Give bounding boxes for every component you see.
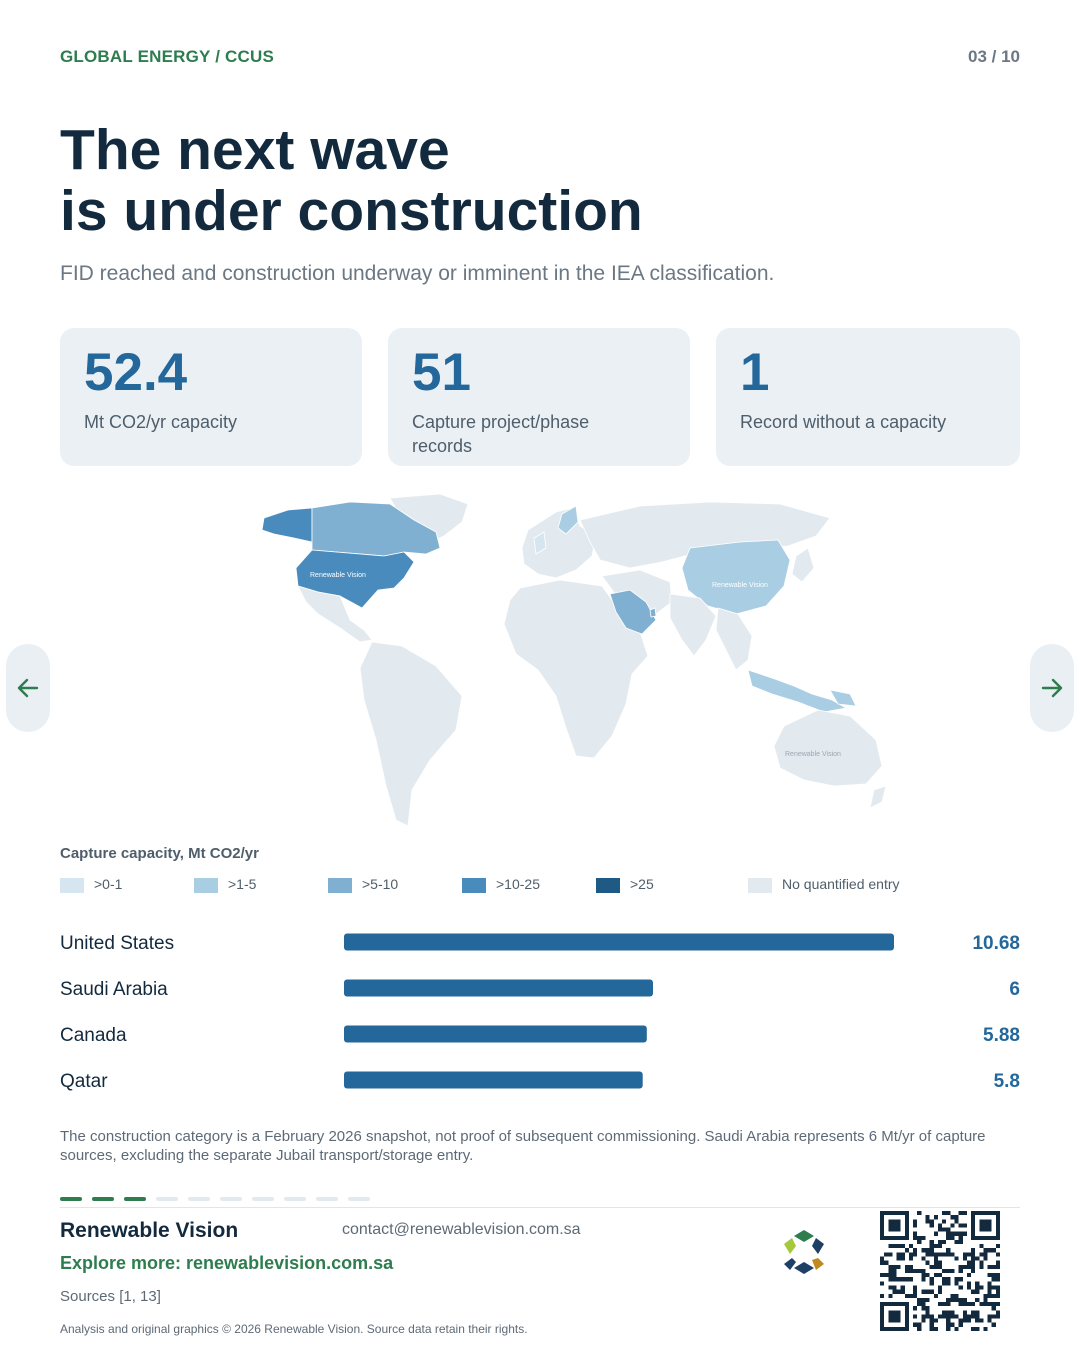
bar — [344, 979, 653, 997]
map-new-zealand — [869, 785, 887, 809]
legend-swatch — [748, 878, 772, 893]
footer-divider — [60, 1207, 1020, 1208]
bar-value-label: 6 — [1009, 979, 1020, 1000]
bar-value-label: 5.8 — [994, 1071, 1020, 1092]
map-alaska — [261, 507, 313, 543]
legend-swatch — [462, 878, 486, 893]
stat-label: Record without a capacity — [740, 412, 947, 432]
previous-slide-button[interactable] — [6, 644, 50, 732]
legend-label: No quantified entry — [782, 876, 900, 892]
map-southeast-asia — [715, 607, 753, 671]
bar — [344, 933, 894, 951]
map-australia — [773, 709, 883, 787]
map-europe — [521, 507, 597, 579]
renewable-vision-logo-icon — [784, 1230, 824, 1274]
map-norway — [557, 505, 579, 535]
qr-code[interactable] — [880, 1211, 1000, 1331]
map-watermark-oceania: Renewable Vision — [785, 751, 841, 758]
world-choropleth-map: Renewable Vision Renewable Vision Renewa… — [261, 493, 887, 827]
title-line-1: The next wave — [60, 118, 450, 182]
legend-label: >5-10 — [362, 876, 399, 892]
progress-dot — [124, 1197, 146, 1201]
page-subtitle: FID reached and construction underway or… — [60, 262, 775, 285]
map-qatar — [649, 607, 657, 618]
progress-dot — [156, 1197, 178, 1201]
map-indonesia — [747, 669, 848, 713]
map-uk — [533, 531, 547, 555]
bar-category-label: Saudi Arabia — [60, 979, 168, 1000]
progress-dot — [220, 1197, 242, 1201]
bar-category-label: Canada — [60, 1025, 127, 1046]
bar-value-label: 5.88 — [983, 1025, 1020, 1046]
progress-dot — [252, 1197, 274, 1201]
section-kicker: GLOBAL ENERGY / CCUS — [60, 47, 275, 66]
page-title: The next wave is under construction — [60, 120, 643, 242]
map-south-america — [359, 641, 463, 827]
footer-brand: Renewable Vision — [60, 1219, 239, 1242]
arrow-left-icon — [17, 678, 39, 698]
legend-label: >0-1 — [94, 876, 123, 892]
legend-title: Capture capacity, Mt CO2/yr — [60, 845, 259, 862]
stat-value: 52.4 — [84, 343, 188, 402]
legend-label: >1-5 — [228, 876, 257, 892]
stat-card-records: 51 Capture project/phase records — [388, 328, 690, 466]
legend-swatch — [60, 878, 84, 893]
legend-swatch — [194, 878, 218, 893]
bar-category-label: United States — [60, 933, 174, 954]
progress-dot — [92, 1197, 114, 1201]
map-china — [681, 539, 791, 615]
map-watermark-americas: Renewable Vision — [310, 572, 366, 579]
website-link[interactable]: Explore more: renewablevision.com.sa — [60, 1253, 394, 1273]
capacity-bar-chart: United States 10.68 Saudi Arabia 6 Canada 5.8… — [60, 933, 1020, 1092]
contact-email-link[interactable]: contact@renewablevision.com.sa — [342, 1221, 581, 1238]
bar-value-label: 10.68 — [972, 933, 1020, 954]
qr-modules — [880, 1211, 1000, 1331]
page-counter: 03 / 10 — [968, 47, 1020, 66]
bar — [344, 1071, 643, 1089]
progress-dot — [188, 1197, 210, 1201]
progress-dot — [316, 1197, 338, 1201]
map-mexico — [297, 585, 373, 643]
bar — [344, 1025, 647, 1043]
progress-dot — [60, 1197, 82, 1201]
legend-label: >10-25 — [496, 876, 540, 892]
stat-label: Capture project/phase records — [412, 412, 590, 456]
progress-dot — [284, 1197, 306, 1201]
map-watermark-asia: Renewable Vision — [712, 582, 768, 589]
stat-label: Mt CO2/yr capacity — [84, 412, 238, 432]
map-japan — [791, 547, 815, 583]
copyright-notice: Analysis and original graphics © 2026 Re… — [60, 1322, 528, 1336]
map-india — [669, 593, 717, 657]
arrow-right-icon — [1041, 678, 1063, 698]
map-papua — [829, 689, 857, 707]
next-slide-button[interactable] — [1030, 644, 1074, 732]
legend-swatch — [328, 878, 352, 893]
title-line-2: is under construction — [60, 179, 643, 243]
stat-value: 1 — [740, 343, 770, 402]
footnote: The construction category is a February … — [60, 1128, 986, 1164]
stat-card-capacity: 52.4 Mt CO2/yr capacity — [60, 328, 362, 466]
stat-value: 51 — [412, 343, 471, 402]
sources-reference: Sources [1, 13] — [60, 1288, 161, 1305]
legend-swatch — [596, 878, 620, 893]
legend-label: >25 — [630, 876, 654, 892]
stat-card-no-capacity: 1 Record without a capacity — [716, 328, 1020, 466]
bar-category-label: Qatar — [60, 1071, 108, 1092]
progress-dot — [348, 1197, 370, 1201]
stat-cards: 52.4 Mt CO2/yr capacity 51 Capture proje… — [60, 328, 1020, 466]
map-saudi-arabia — [609, 589, 657, 635]
